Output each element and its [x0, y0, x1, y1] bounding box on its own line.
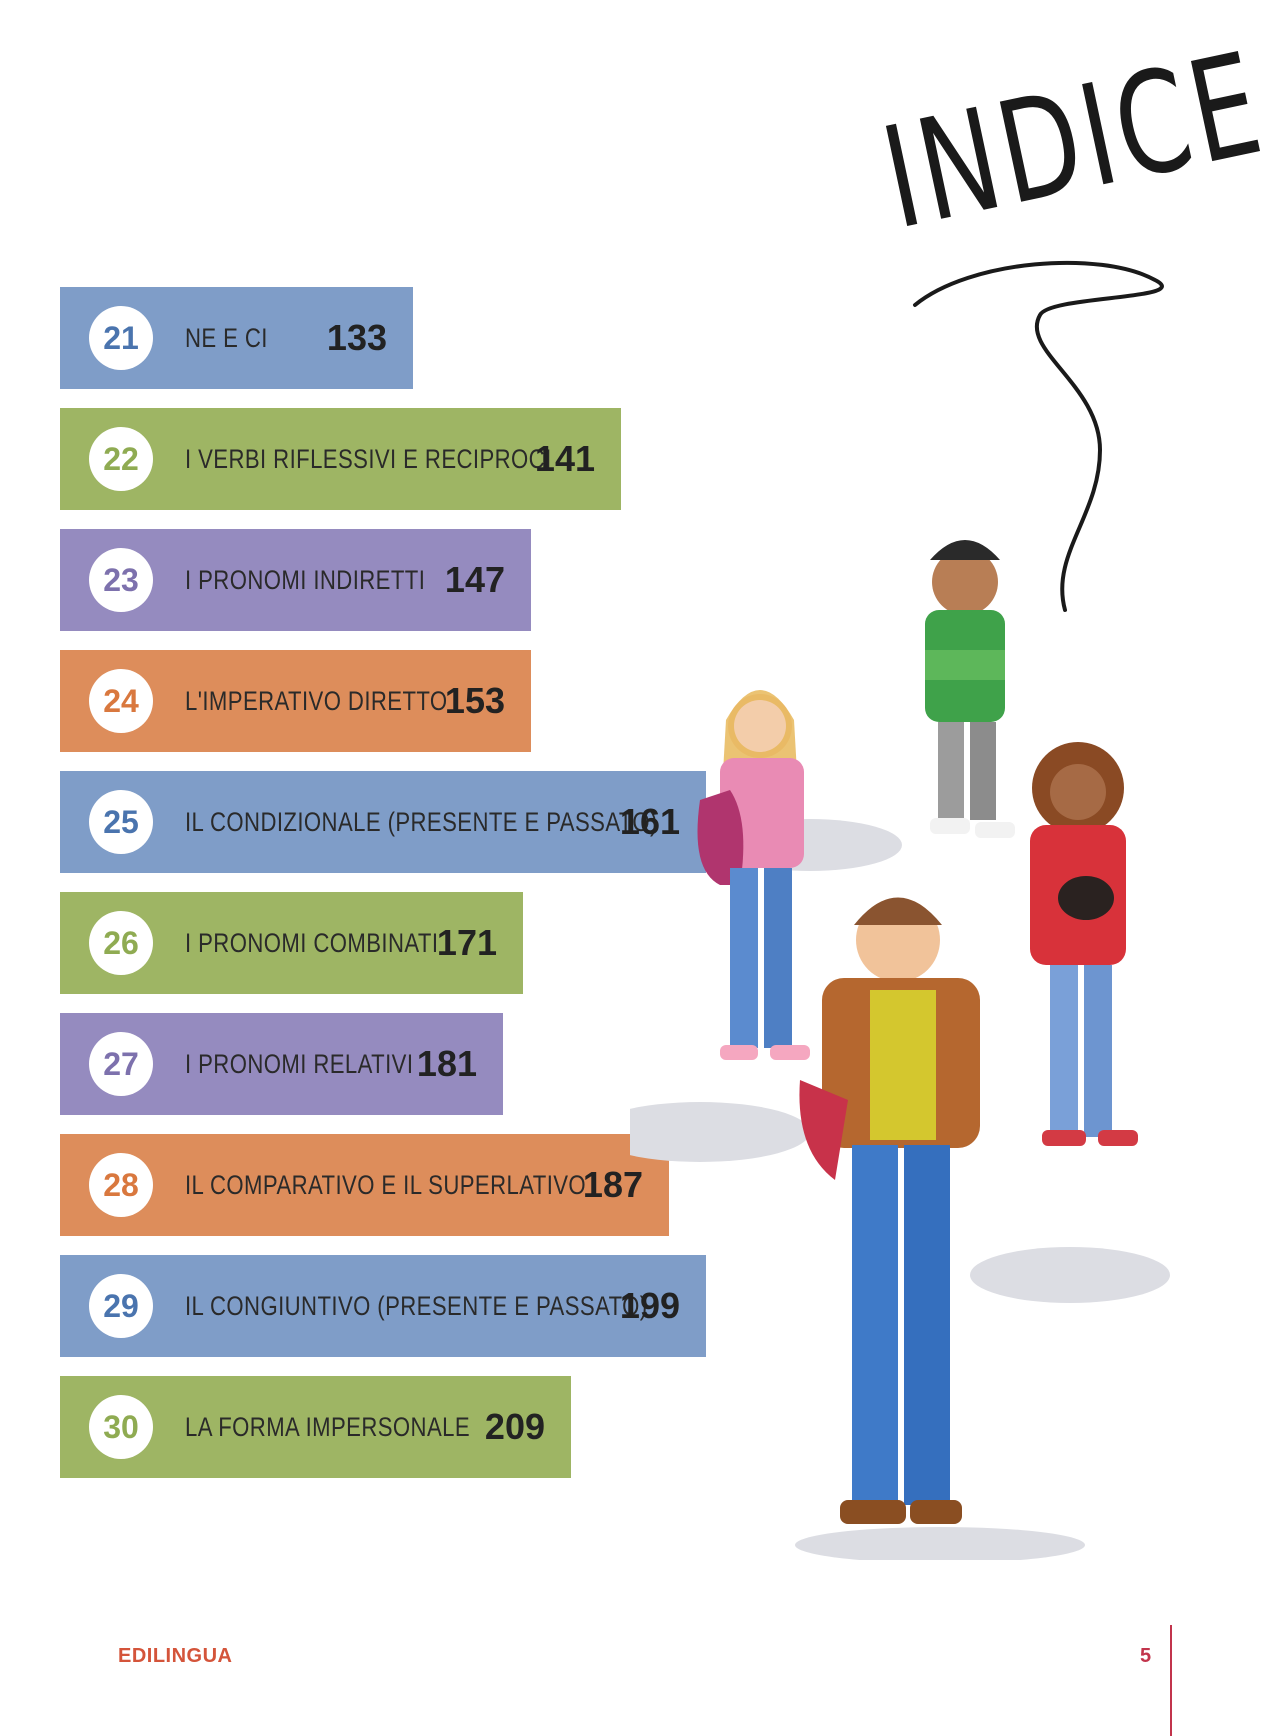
- chapter-page: 133: [326, 317, 387, 358]
- chapter-title: I PRONOMI RELATIVI: [185, 1048, 414, 1079]
- chapter-title: IL CONGIUNTIVO (PRESENTE E PASSATO): [185, 1290, 648, 1321]
- chapter-title: NE E CI: [185, 322, 268, 353]
- chapter-page: 209: [484, 1406, 545, 1447]
- chapter-page: 161: [619, 801, 680, 842]
- toc-row[interactable]: 27 I PRONOMI RELATIVI 181: [60, 1013, 503, 1115]
- footer-divider: [1170, 1625, 1172, 1736]
- toc-row[interactable]: 22 I VERBI RIFLESSIVI E RECIPROCI 141: [60, 408, 621, 510]
- chapter-title: IL COMPARATIVO E IL SUPERLATIVO: [185, 1169, 587, 1200]
- students-illustration: [630, 540, 1170, 1560]
- page-number: 5: [1140, 1645, 1152, 1667]
- publisher-logo: EDILINGUA: [118, 1645, 233, 1667]
- chapter-title: IL CONDIZIONALE (PRESENTE E PASSATO): [185, 806, 658, 837]
- page-title: INDICE: [870, 20, 1265, 262]
- chapter-badge: 22: [89, 427, 153, 491]
- chapter-title: I PRONOMI COMBINATI: [185, 927, 439, 958]
- chapter-badge: 26: [89, 911, 153, 975]
- chapter-page: 187: [582, 1164, 643, 1205]
- chapter-title: LA FORMA IMPERSONALE: [185, 1411, 471, 1442]
- chapter-page: 147: [444, 559, 505, 600]
- toc-row[interactable]: 24 L'IMPERATIVO DIRETTO 153: [60, 650, 531, 752]
- toc-row[interactable]: 29 IL CONGIUNTIVO (PRESENTE E PASSATO) 1…: [60, 1255, 706, 1357]
- chapter-page: 199: [619, 1285, 680, 1326]
- toc-row[interactable]: 28 IL COMPARATIVO E IL SUPERLATIVO 187: [60, 1134, 669, 1236]
- chapter-badge: 24: [89, 669, 153, 733]
- toc-row[interactable]: 26 I PRONOMI COMBINATI 171: [60, 892, 523, 994]
- chapter-badge: 28: [89, 1153, 153, 1217]
- chapter-badge: 25: [89, 790, 153, 854]
- toc-row[interactable]: 23 I PRONOMI INDIRETTI 147: [60, 529, 531, 631]
- chapter-badge: 27: [89, 1032, 153, 1096]
- toc-row[interactable]: 21 NE E CI 133: [60, 287, 413, 389]
- squiggle-decoration: [913, 260, 1164, 612]
- chapter-title: I VERBI RIFLESSIVI E RECIPROCI: [185, 443, 552, 474]
- chapter-page: 181: [416, 1043, 477, 1084]
- chapter-badge: 21: [89, 306, 153, 370]
- chapter-title: L'IMPERATIVO DIRETTO: [185, 685, 448, 716]
- toc-row[interactable]: 30 LA FORMA IMPERSONALE 209: [60, 1376, 571, 1478]
- chapter-title: I PRONOMI INDIRETTI: [185, 564, 426, 595]
- chapter-badge: 29: [89, 1274, 153, 1338]
- toc-row[interactable]: 25 IL CONDIZIONALE (PRESENTE E PASSATO) …: [60, 771, 706, 873]
- chapter-page: 153: [444, 680, 505, 721]
- chapter-badge: 23: [89, 548, 153, 612]
- chapter-page: 171: [436, 922, 497, 963]
- chapter-badge: 30: [89, 1395, 153, 1459]
- chapter-page: 141: [534, 438, 595, 479]
